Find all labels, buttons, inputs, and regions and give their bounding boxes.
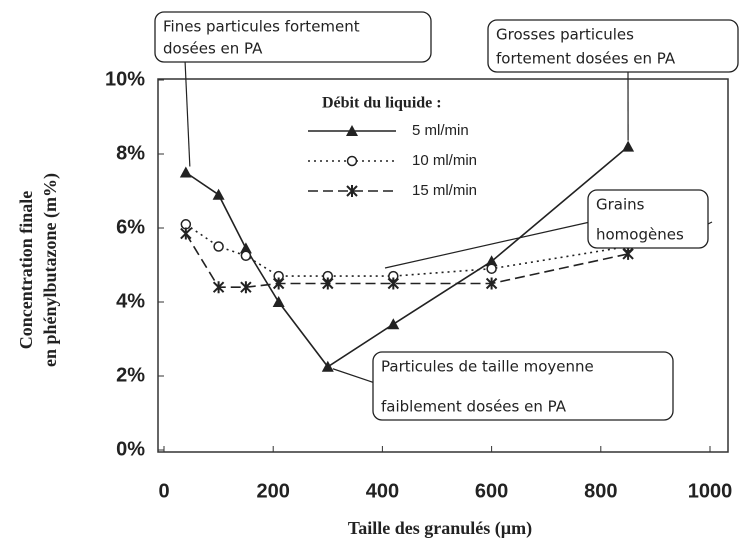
marker <box>485 255 498 267</box>
marker <box>485 277 498 290</box>
annotation-box <box>154 11 432 63</box>
y-axis-label: en phénylbutazone (m%) <box>40 173 61 367</box>
y-tick-label: 2% <box>116 364 145 386</box>
annotation-box <box>372 351 674 421</box>
legend-label: 15 ml/min <box>412 182 477 199</box>
legend-item: 5 ml/min <box>308 122 469 139</box>
annotation-text: Grains <box>596 196 645 214</box>
marker <box>622 247 634 260</box>
marker <box>387 318 400 330</box>
marker <box>180 227 192 240</box>
x-tick-label: 800 <box>584 480 617 502</box>
plot-frame <box>157 78 729 453</box>
y-axis-label: Concentration finale <box>16 191 36 349</box>
annotation-arrow <box>384 221 591 269</box>
marker <box>272 277 285 290</box>
marker <box>346 155 358 167</box>
legend-item: 15 ml/min <box>308 182 477 199</box>
series-line <box>185 145 629 368</box>
x-tick-label: 400 <box>366 480 399 502</box>
annotation-text: fortement dosées en PA <box>496 50 676 68</box>
marker <box>346 185 358 197</box>
y-tick-label: 0% <box>116 438 145 460</box>
annotation-text: faiblement dosées en PA <box>381 398 567 416</box>
x-tick-label: 1000 <box>688 480 733 502</box>
x-axis-label: Taille des granulés (µm) <box>348 518 532 539</box>
marker <box>240 250 252 261</box>
marker <box>486 263 497 274</box>
annotation-text: dosées en PA <box>163 40 263 58</box>
annotation-arrow <box>184 59 191 167</box>
marker <box>387 277 400 290</box>
series-line <box>185 233 629 288</box>
x-tick-label: 0 <box>158 480 169 502</box>
marker <box>212 281 225 294</box>
annotation-text: Fines particules fortement <box>163 18 360 36</box>
annotation-box <box>587 189 709 249</box>
annotation-arrow <box>332 368 376 384</box>
marker <box>272 296 285 307</box>
annotation-text: Grosses particules <box>496 26 634 44</box>
legend-item: 10 ml/min <box>308 152 477 169</box>
annotation-text: Particules de taille moyenne <box>381 358 594 376</box>
annotation-box <box>487 19 739 73</box>
marker <box>346 125 358 136</box>
marker <box>179 166 192 178</box>
y-tick-label: 4% <box>116 290 145 312</box>
x-tick-label: 200 <box>257 480 290 502</box>
marker <box>240 281 252 294</box>
x-tick-label: 600 <box>475 480 508 502</box>
marker <box>321 360 334 372</box>
legend-title: Débit du liquide : <box>322 95 442 112</box>
y-tick-label: 6% <box>116 216 145 238</box>
marker <box>212 188 225 200</box>
annotation-text: homogènes <box>596 226 684 244</box>
marker <box>239 242 252 254</box>
legend-label: 10 ml/min <box>412 152 477 169</box>
marker <box>213 241 224 252</box>
marker <box>180 219 192 230</box>
marker <box>322 277 334 290</box>
y-tick-label: 8% <box>116 142 145 164</box>
legend-label: 5 ml/min <box>412 122 469 139</box>
y-tick-label: 10% <box>105 68 145 90</box>
marker <box>622 140 635 152</box>
